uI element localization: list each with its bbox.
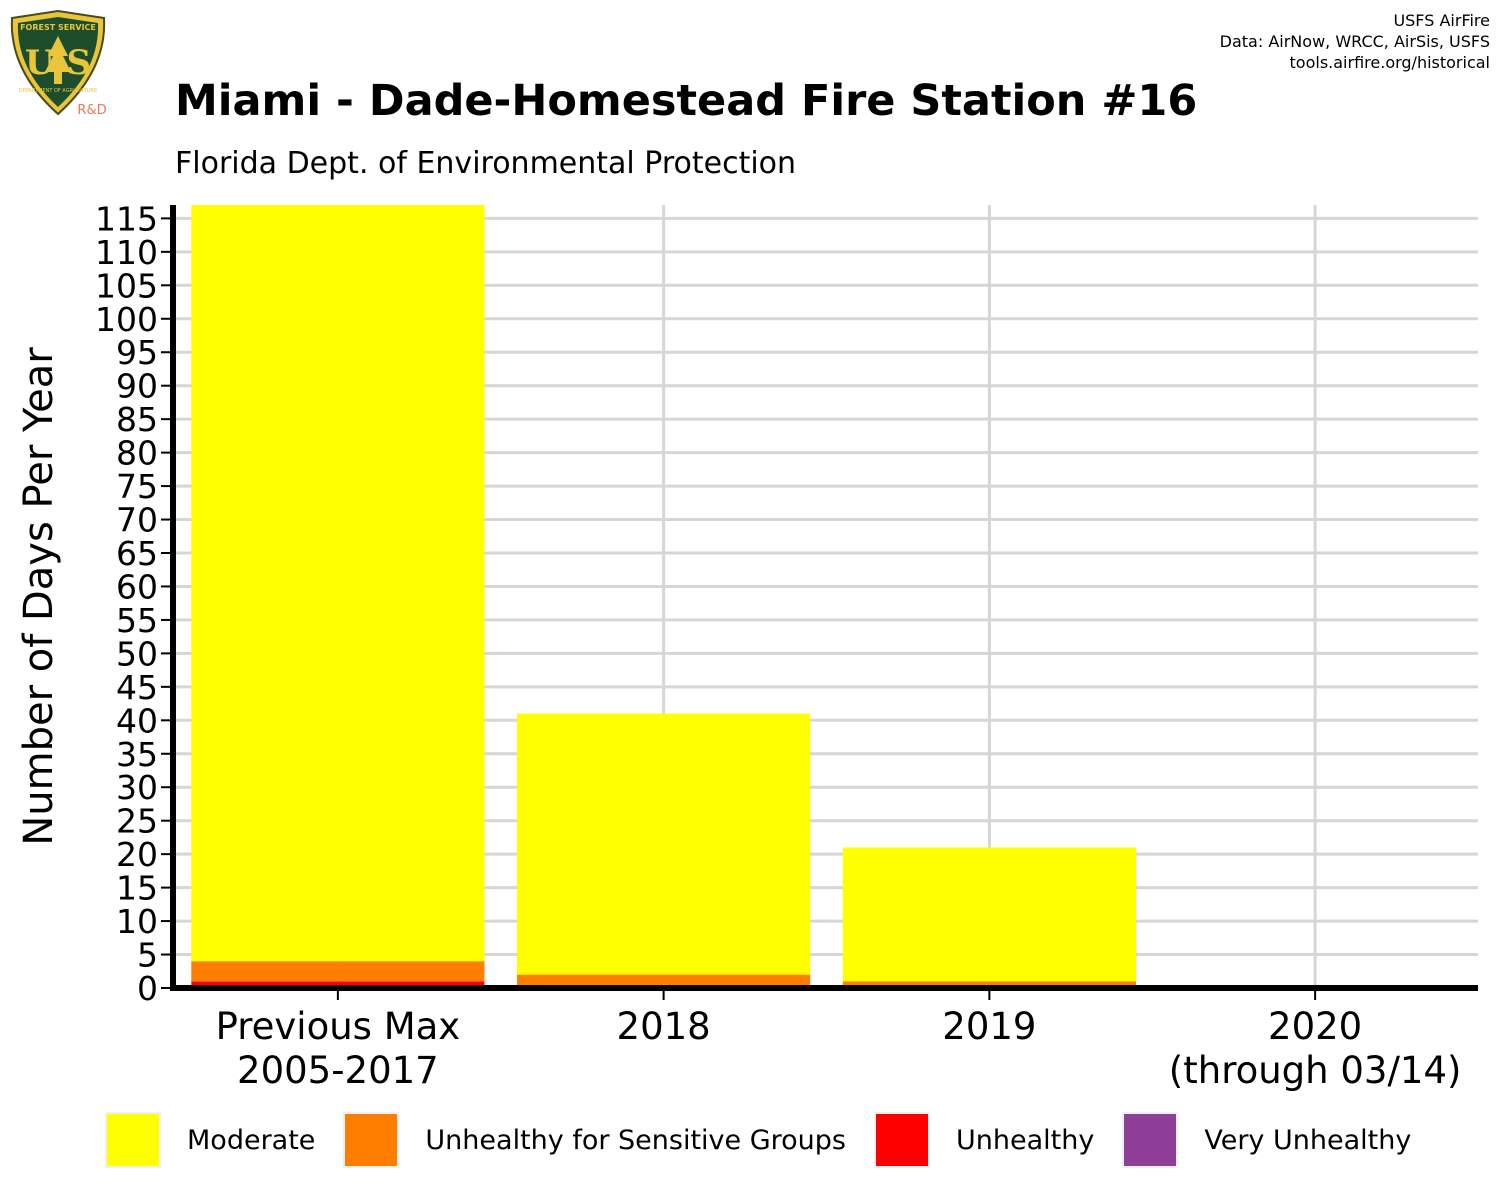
- x-tick-label: 2005-2017: [237, 1049, 439, 1092]
- chart-legend: Moderate Unhealthy for Sensitive Groups Un…: [105, 1110, 1439, 1170]
- y-tick-label: 60: [116, 567, 158, 606]
- y-tick-label: 25: [116, 802, 158, 841]
- legend-swatch: [105, 1112, 161, 1168]
- usfs-shield-logo-icon: FOREST SERVICE U S DEPARTMENT OF AGRICUL…: [6, 8, 110, 118]
- y-tick-label: 15: [116, 869, 158, 908]
- chart-subtitle: Florida Dept. of Environmental Protectio…: [175, 146, 797, 181]
- y-tick-label: 40: [116, 701, 158, 740]
- x-tick-label: Previous Max: [216, 1005, 461, 1048]
- credits: USFS AirFire Data: AirNow, WRCC, AirSis,…: [1220, 10, 1490, 73]
- x-tick-label: 2019: [942, 1005, 1036, 1048]
- legend-swatch: [343, 1112, 400, 1168]
- x-tick-label: (through 03/14): [1169, 1049, 1462, 1092]
- bar-segment-moderate: [517, 713, 811, 975]
- legend-swatch: [874, 1112, 930, 1168]
- y-axis-title: Number of Days Per Year: [16, 347, 62, 846]
- chart-title: Miami - Dade-Homestead Fire Station #16: [175, 76, 1198, 126]
- y-tick-label: 85: [116, 400, 158, 439]
- y-tick-label: 80: [116, 434, 158, 473]
- legend-label: Unhealthy for Sensitive Groups: [425, 1124, 846, 1156]
- bar-segment-unhealthy-for-sensitive-groups: [517, 974, 811, 988]
- bar-segment-unhealthy-for-sensitive-groups: [842, 981, 1136, 988]
- y-tick-label: 45: [116, 668, 158, 707]
- legend-label: Very Unhealthy: [1204, 1124, 1412, 1156]
- legend-label: Unhealthy: [956, 1124, 1095, 1156]
- y-tick-label: 5: [137, 936, 158, 975]
- x-tick-label: 2020: [1268, 1005, 1362, 1048]
- legend-swatch: [1122, 1112, 1179, 1168]
- logo-tag: R&D: [77, 103, 106, 118]
- y-tick-label: 35: [116, 735, 158, 774]
- credit-line-agency: USFS AirFire: [1393, 11, 1490, 30]
- credit-line-data-sources: Data: AirNow, WRCC, AirSis, USFS: [1219, 32, 1490, 51]
- y-tick-label: 70: [116, 501, 158, 540]
- y-tick-label: 50: [116, 634, 158, 673]
- x-tick-label: 2018: [617, 1005, 711, 1048]
- legend-item-very-unhealthy: Very Unhealthy: [1122, 1112, 1411, 1168]
- y-tick-label: 100: [95, 300, 158, 339]
- y-tick-label: 110: [95, 233, 158, 272]
- y-tick-label: 95: [116, 333, 158, 372]
- y-tick-label: 105: [95, 266, 158, 305]
- credit-line-url: tools.airfire.org/historical: [1289, 53, 1490, 72]
- y-tick-label: 0: [137, 969, 158, 1008]
- logo-bottom-text: DEPARTMENT OF AGRICULTURE: [19, 88, 97, 94]
- y-tick-label: 10: [116, 902, 158, 941]
- y-tick-label: 55: [116, 601, 158, 640]
- y-tick-label: 65: [116, 534, 158, 573]
- legend-item-moderate: Moderate: [105, 1112, 315, 1168]
- bar-segment-unhealthy: [191, 981, 485, 988]
- y-tick-label: 30: [116, 768, 158, 807]
- legend-item-unhealthy-for-sensitive-groups: Unhealthy for Sensitive Groups: [343, 1112, 846, 1168]
- y-tick-label: 20: [116, 835, 158, 874]
- y-tick-label: 90: [116, 367, 158, 406]
- y-tick-label: 115: [95, 199, 158, 238]
- y-tick-label: 75: [116, 467, 158, 506]
- legend-item-unhealthy: Unhealthy: [874, 1112, 1094, 1168]
- bar-segment-unhealthy-for-sensitive-groups: [191, 961, 485, 982]
- legend-label: Moderate: [187, 1124, 316, 1156]
- logo-top-text: FOREST SERVICE: [20, 23, 96, 32]
- bar-segment-moderate: [191, 205, 485, 962]
- bar-segment-moderate: [842, 847, 1136, 982]
